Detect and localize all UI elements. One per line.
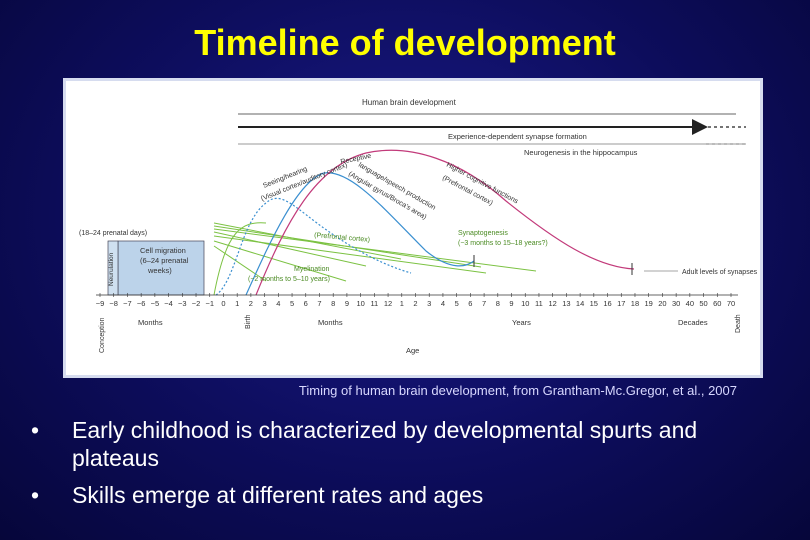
figure-caption: Timing of human brain development, from … (298, 383, 737, 398)
x-tick-label: 60 (713, 299, 721, 308)
myelination-label: Myelination (294, 266, 330, 273)
x-tick-label: 13 (562, 299, 570, 308)
x-axis-ticks: −9 −8 −7 −6 −5 −4 −3 −2 −1 0 1 2 3 4 5 6 7 8 9 10 11 12 1 2 3 4 5 6… (96, 293, 735, 308)
bullet-text: Early childhood is characterized by deve… (72, 417, 698, 471)
cell-migration-sub2: weeks) (147, 266, 172, 275)
x-tick-label: 12 (549, 299, 557, 308)
x-tick-label: 3 (427, 299, 431, 308)
x-tick-label: 17 (617, 299, 625, 308)
x-tick-label: 14 (576, 299, 584, 308)
x-tick-label: 5 (455, 299, 459, 308)
x-tick-label: 70 (727, 299, 735, 308)
bullet-list: • Early childhood is characterized by de… (27, 416, 787, 518)
prenatal-months-label: Months (138, 318, 163, 327)
x-tick-label: 10 (521, 299, 529, 308)
seeing-hearing-curve (215, 197, 412, 296)
x-tick-label: 3 (263, 299, 267, 308)
neurulation-label: Neurulation (108, 252, 115, 286)
bullet-item: • Skills emerge at different rates and a… (27, 481, 787, 509)
x-tick-label: 8 (331, 299, 335, 308)
bullet-dot: • (31, 417, 40, 443)
x-tick-label: 4 (276, 299, 280, 308)
birth-label: Birth (245, 315, 252, 330)
x-tick-label: 40 (686, 299, 694, 308)
x-tick-label: 18 (631, 299, 639, 308)
x-tick-label: 1 (235, 299, 239, 308)
cell-migration-label: Cell migration (140, 246, 186, 255)
x-tick-label: 30 (672, 299, 680, 308)
x-tick-label: −8 (109, 299, 118, 308)
prenatal-days-label: (18–24 prenatal days) (79, 230, 147, 237)
age-axis-title: Age (406, 346, 419, 355)
x-tick-label: 2 (249, 299, 253, 308)
myelination-sub: (−2 months to 5–10 years) (248, 276, 330, 283)
x-tick-label: 16 (603, 299, 611, 308)
x-tick-label: −4 (164, 299, 173, 308)
synaptogenesis-label: Synaptogenesis (458, 230, 508, 237)
x-tick-label: 2 (413, 299, 417, 308)
x-tick-label: 19 (645, 299, 653, 308)
x-tick-label: 6 (468, 299, 472, 308)
timeline-diagram: Human brain development Experience-depen… (79, 98, 758, 355)
x-tick-label: −2 (192, 299, 201, 308)
x-tick-label: 11 (535, 299, 543, 308)
x-tick-label: 6 (304, 299, 308, 308)
higher-cognitive-curve (255, 149, 635, 296)
x-tick-label: −3 (178, 299, 187, 308)
figure-header: Human brain development (362, 98, 457, 107)
death-label: Death (735, 314, 742, 333)
bullet-text: Skills emerge at different rates and age… (72, 482, 484, 508)
neurogenesis-label: Neurogenesis in the hippocampus (524, 148, 638, 157)
x-tick-label: 4 (441, 299, 445, 308)
x-tick-label: 8 (496, 299, 500, 308)
synapse-formation-label: Experience-dependent synapse formation (448, 132, 587, 141)
conception-label: Conception (99, 317, 106, 353)
x-tick-label: 20 (658, 299, 666, 308)
x-tick-label: −6 (137, 299, 146, 308)
x-tick-label: 9 (509, 299, 513, 308)
x-tick-label: 1 (400, 299, 404, 308)
x-tick-label: 15 (590, 299, 598, 308)
x-tick-label: −9 (96, 299, 105, 308)
receptive-label: Receptive (340, 153, 372, 166)
x-tick-label: 12 (384, 299, 392, 308)
synaptogenesis-sub: (−3 months to 15–18 years?) (458, 240, 548, 247)
years-label: Years (512, 318, 531, 327)
x-tick-label: 5 (290, 299, 294, 308)
x-tick-label: 7 (482, 299, 486, 308)
cell-migration-sub1: (6–24 prenatal (140, 256, 189, 265)
x-tick-label: 50 (699, 299, 707, 308)
language-curve (245, 172, 475, 296)
months-label: Months (318, 318, 343, 327)
slide-title: Timeline of development (194, 22, 616, 63)
x-tick-label: 0 (221, 299, 225, 308)
x-tick-label: 7 (317, 299, 321, 308)
x-tick-label: 10 (356, 299, 364, 308)
x-tick-label: 11 (370, 299, 378, 308)
cell-migration-box (117, 240, 205, 296)
x-tick-label: −5 (151, 299, 160, 308)
bullet-dot: • (31, 482, 40, 508)
x-tick-label: −1 (205, 299, 214, 308)
adult-levels-label: Adult levels of synapses (682, 269, 758, 276)
prefrontal-label: (Prefrontal cortex) (314, 232, 370, 244)
bullet-item: • Early childhood is characterized by de… (27, 416, 787, 472)
x-tick-label: −7 (123, 299, 132, 308)
synaptogenesis-lines (213, 222, 537, 296)
x-tick-label: 9 (345, 299, 349, 308)
decades-label: Decades (678, 318, 708, 327)
brain-development-figure: Human brain development Experience-depen… (63, 78, 763, 378)
